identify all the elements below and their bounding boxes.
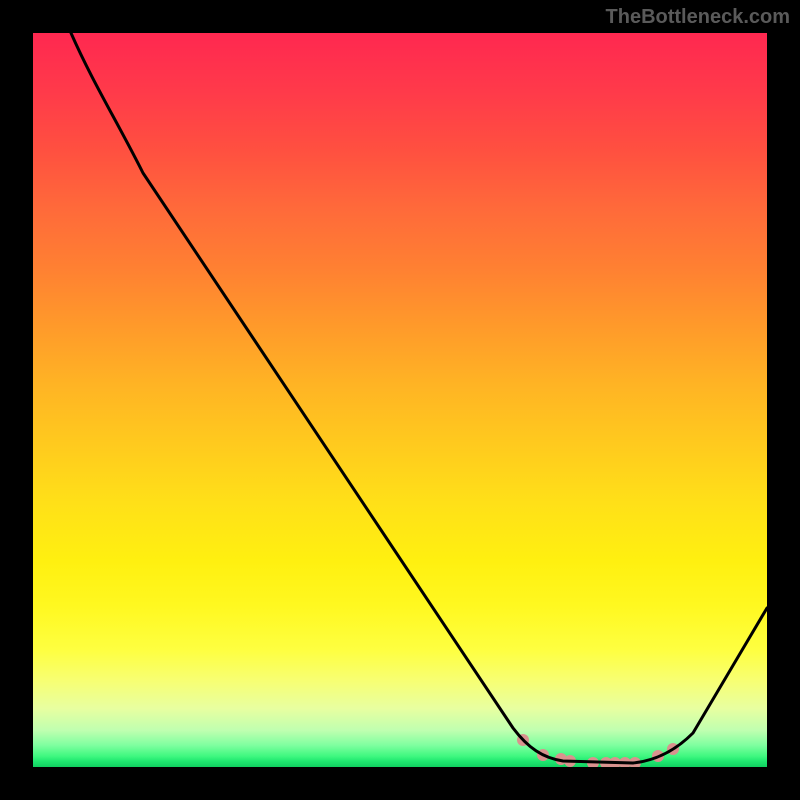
chart-container: TheBottleneck.com <box>0 0 800 800</box>
curve-svg <box>33 33 767 767</box>
watermark-text: TheBottleneck.com <box>606 6 790 29</box>
bottleneck-curve <box>71 33 767 763</box>
plot-area <box>33 33 767 767</box>
